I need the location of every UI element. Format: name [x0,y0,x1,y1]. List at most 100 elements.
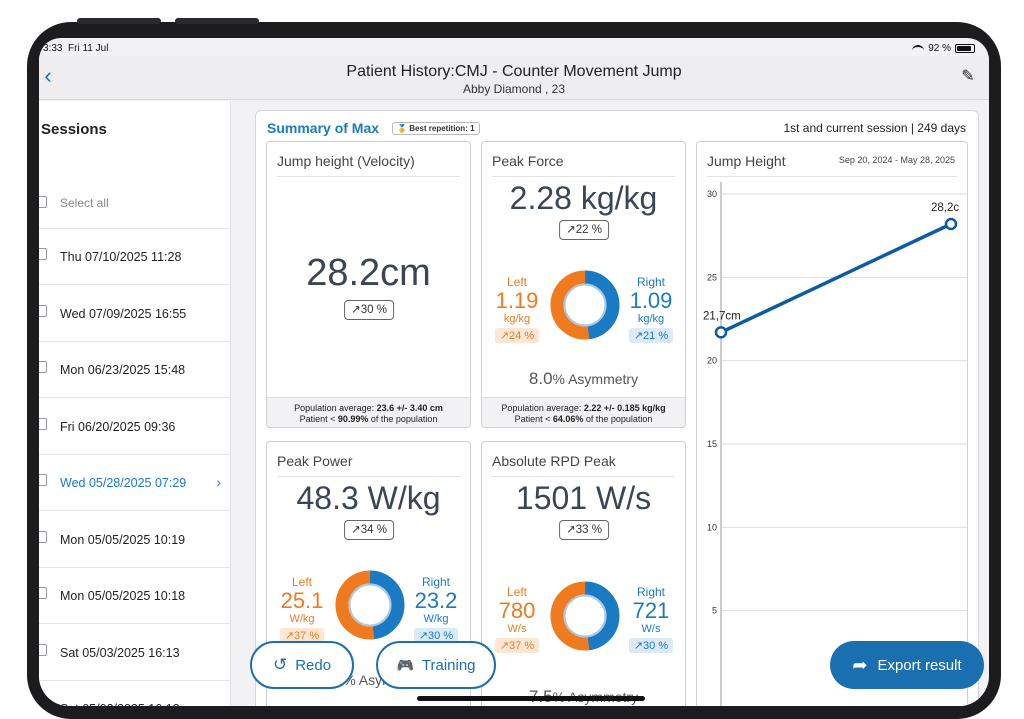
nav-bar: ‹ Patient History:CMJ - Counter Movement… [39,56,989,100]
population-average: Population average: 23.6 +/- 3.40 cm [267,403,470,414]
patient-name: Abby Diamond , 23 [462,82,566,96]
divider [707,176,957,177]
divider [492,476,675,477]
session-row[interactable]: Mon 06/23/2025 15:48 [39,342,231,398]
asymmetry-donut-chart [550,581,620,651]
status-time-value: 3:33 [43,43,63,54]
left-label: Left [506,585,527,599]
session-checkbox[interactable] [39,361,47,373]
share-arrow-icon: ➦ [852,654,868,675]
session-checkbox[interactable] [39,417,47,430]
best-repetition-badge: 🏅 Best repetition: 1 [392,122,480,135]
best-repetition-text: Best repetition: 1 [409,124,475,133]
pop-value: 23.6 +/- 3.40 cm [376,403,443,413]
left-change: ↗37 % [494,638,540,653]
session-label: Sat 05/03/2025 16:13 [60,645,180,660]
sessions-title: Sessions [41,121,107,138]
right-side-stats: Right 1.09 kg/kg ↗21 % [622,275,680,344]
session-info: 1st and current session | 249 days [783,121,966,135]
select-all-label: Select all [60,196,109,210]
y-tick-label: 20 [707,356,717,366]
status-time: 3:33 Fri 11 Jul [43,43,108,54]
left-change: ↗37 % [279,628,325,643]
patient-suffix: of the population [583,414,653,424]
session-checkbox[interactable] [39,700,47,706]
population-average: Population average: 2.22 +/- 0.185 kg/kg [482,403,685,414]
divider [277,476,460,477]
select-all-row[interactable]: Select all [39,177,231,229]
session-checkbox[interactable] [39,248,47,260]
pop-label: Population average: [294,403,377,413]
session-row[interactable]: Fri 06/20/2025 09:36 [39,399,231,455]
rpd-peak-card[interactable]: Absolute RPD Peak 1501 W/s ↗33 % Left 78… [481,441,686,706]
right-value: 721 [632,598,670,623]
chart-date-range: Sep 20, 2024 - May 28, 2025 [838,155,955,165]
export-result-button[interactable]: ➦ Export result [830,641,984,689]
status-bar: 3:33 Fri 11 Jul 92 % [39,38,989,58]
battery-level: 92 % [928,43,951,54]
inner-ring [348,583,392,627]
session-checkbox[interactable] [39,304,47,317]
inner-ring [563,594,607,638]
asymmetry-text: 8.0% Asymmetry [482,369,685,389]
population-footer: Population average: 2.22 +/- 0.185 kg/kg… [482,397,685,427]
rpd-peak-change-badge: ↗33 % [559,520,609,540]
sessions-sidebar: Sessions Select all Thu 07/10/2025 11:28… [39,101,231,706]
session-row[interactable]: Sat 05/03/2025 16:13 [39,625,231,681]
right-change: ↗30 % [628,638,674,653]
session-row[interactable]: Mon 05/05/2025 10:19 [39,512,231,568]
data-point [944,217,958,231]
left-value: 780 [498,598,536,623]
gamepad-icon: 🎮 [396,656,414,673]
right-value: 1.09 [629,288,673,313]
patient-value: 64.06% [552,414,584,424]
screen: 3:33 Fri 11 Jul 92 % ‹ Patient History:C… [39,38,989,706]
pop-value: 2.22 +/- 0.185 kg/kg [583,403,666,413]
session-row[interactable]: Sat 05/03/2025 16:12 [39,681,231,706]
pencil-edit-icon[interactable]: ✎ [961,68,975,85]
status-right: 92 % [912,43,975,54]
asymmetry-value: 8.0 [528,369,553,388]
divider [492,176,675,177]
redo-button[interactable]: ↺ Redo [250,641,354,689]
divider [277,176,460,177]
right-unit: W/kg [423,613,449,625]
peak-force-card[interactable]: Peak Force 2.28 kg/kg ↗22 % Left 1.19 kg… [481,141,686,428]
right-side-stats: Right 23.2 W/kg ↗30 % [407,575,465,644]
chart-title: Jump Height [707,153,786,169]
patient-value: 90.99% [337,414,369,424]
training-button[interactable]: 🎮 Training [376,641,496,689]
card-title: Jump height (Velocity) [277,153,415,169]
jump-height-change-badge: ↗30 % [344,300,394,320]
session-row[interactable]: Wed 05/28/2025 07:29 › [39,455,231,511]
y-tick-label: 10 [707,522,717,532]
home-indicator [417,696,645,701]
right-side-stats: Right 721 W/s ↗30 % [622,585,680,654]
session-checkbox[interactable] [39,587,47,599]
left-unit: W/s [507,623,527,635]
asymmetry-label: % Asymmetry [552,371,639,387]
session-label: Mon 05/05/2025 10:18 [60,589,186,603]
right-change: ↗30 % [413,628,459,643]
patient-percentile: Patient < 64.06% of the population [482,414,685,425]
right-unit: kg/kg [637,313,665,325]
session-checkbox[interactable] [39,474,47,486]
session-row[interactable]: Thu 07/10/2025 11:28 [39,229,231,285]
session-label: Thu 07/10/2025 11:28 [60,250,182,264]
peak-force-value: 2.28 kg/kg [509,180,658,216]
session-label: Fri 06/20/2025 09:36 [60,419,176,434]
jump-height-chart-card: Jump Height Sep 20, 2024 - May 28, 2025 … [696,141,968,706]
session-row[interactable]: Mon 05/05/2025 10:18 [39,568,231,624]
session-row[interactable]: Wed 07/09/2025 16:55 [39,286,231,342]
patient-percentile: Patient < 90.99% of the population [267,414,470,425]
left-value: 25.1 [280,588,324,613]
wifi-icon [912,44,925,53]
left-label: Left [291,575,312,589]
jump-height-card[interactable]: Jump height (Velocity) 28.2cm ↗30 % Popu… [266,141,471,428]
back-chevron-icon[interactable]: ‹ [44,63,52,88]
select-all-checkbox[interactable] [39,196,47,208]
session-checkbox[interactable] [39,643,47,656]
session-label: Sat 05/03/2025 16:12 [60,702,180,706]
chevron-right-icon: › [216,474,221,490]
session-checkbox[interactable] [39,530,47,543]
